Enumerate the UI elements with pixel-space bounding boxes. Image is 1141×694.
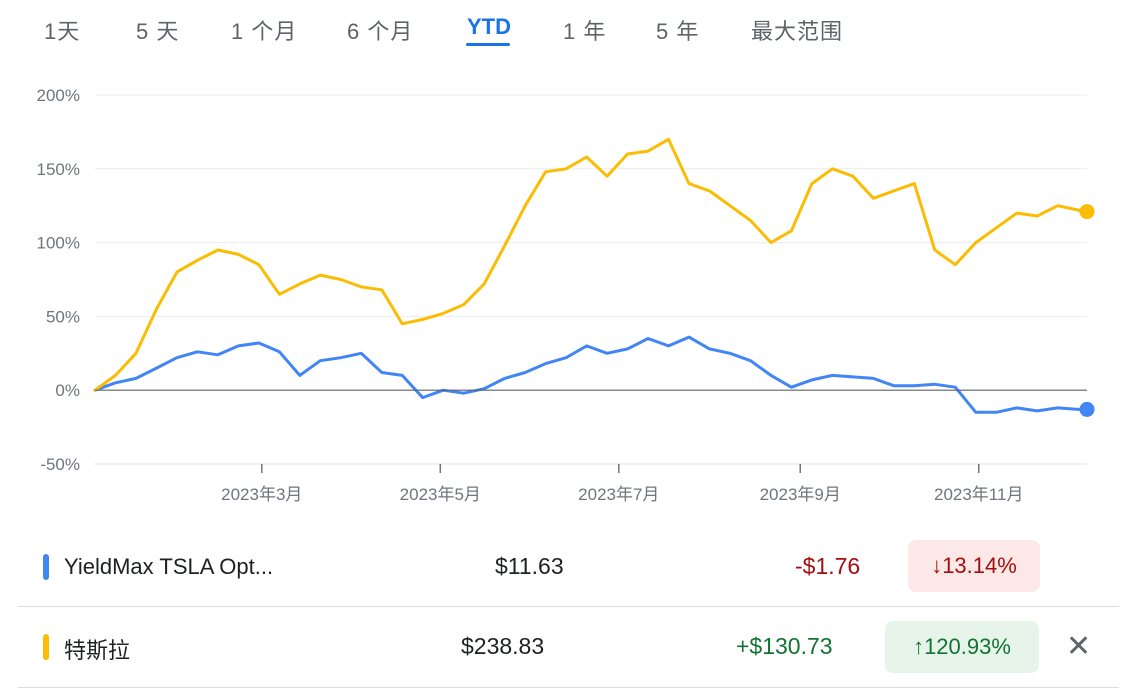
- y-tick-label: 100%: [37, 234, 80, 253]
- security-name: 特斯拉: [64, 638, 131, 663]
- percent-change-badge: ↑120.93%: [885, 621, 1039, 673]
- series-end-dot-0: [1079, 401, 1095, 417]
- comparison-row-tesla[interactable]: 特斯拉 $238.83 +$130.73 ↑120.93% ✕: [18, 607, 1119, 688]
- active-tab-indicator: [466, 43, 510, 46]
- security-price: $11.63: [495, 553, 564, 579]
- tab-6m[interactable]: 6 个月: [347, 19, 414, 44]
- x-tick-label: 2023年11月: [934, 485, 1023, 504]
- y-tick-label: 150%: [37, 160, 80, 179]
- tab-5y[interactable]: 5 年: [656, 19, 700, 44]
- security-price: $238.83: [461, 633, 545, 659]
- price-change: -$1.76: [795, 553, 861, 579]
- series-end-dot-1: [1079, 204, 1095, 220]
- tab-1y[interactable]: 1 年: [563, 19, 607, 44]
- comparison-row-yieldmax[interactable]: YieldMax TSLA Opt... $11.63 -$1.76 ↓13.1…: [18, 528, 1119, 607]
- series-line-0: [93, 335, 1089, 414]
- y-tick-label: 200%: [37, 86, 80, 105]
- x-tick-label: 2023年3月: [221, 485, 302, 504]
- series-swatch-yellow: [43, 634, 49, 660]
- percent-change-badge: ↓13.14%: [908, 540, 1040, 592]
- x-tick-label: 2023年5月: [400, 485, 481, 504]
- y-tick-label: 0%: [55, 381, 80, 400]
- series-line-1: [93, 137, 1089, 392]
- y-tick-label: 50%: [46, 307, 80, 326]
- price-change: +$130.73: [736, 633, 833, 659]
- price-chart: 200% 150% 100% 50% 0% -50% 2023年3月 2023年5月 2023年…: [37, 86, 1095, 504]
- y-tick-label: -50%: [40, 455, 80, 474]
- security-name: YieldMax TSLA Opt...: [64, 554, 274, 579]
- tab-max[interactable]: 最大范围: [751, 19, 844, 44]
- range-tabs: 1天 5 天 1 个月 6 个月 YTD 1 年 5 年 最大范围: [0, 0, 1141, 60]
- series-swatch-blue: [43, 554, 49, 580]
- tab-1d[interactable]: 1天: [44, 19, 81, 44]
- tab-1m[interactable]: 1 个月: [231, 19, 298, 44]
- x-tick-label: 2023年9月: [760, 485, 841, 504]
- tab-5d[interactable]: 5 天: [136, 19, 180, 44]
- x-tick-label: 2023年7月: [578, 485, 659, 504]
- close-icon[interactable]: ✕: [1066, 630, 1092, 663]
- tab-ytd[interactable]: YTD: [467, 14, 511, 39]
